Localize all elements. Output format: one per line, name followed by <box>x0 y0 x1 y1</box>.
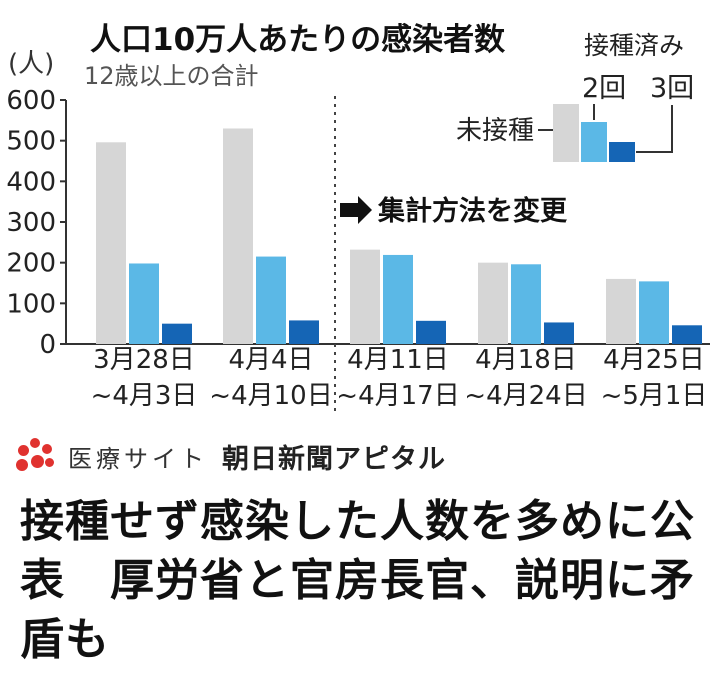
bar-3回-1 <box>289 320 319 344</box>
site-brand[interactable]: 朝日新聞アピタル <box>222 443 446 475</box>
bar-未接種-3 <box>478 262 508 344</box>
legend-title: 接種済み <box>584 31 684 60</box>
method-change-annotation: 集計方法を変更 <box>377 195 568 227</box>
x-category-label: ~4月24日 <box>464 381 587 411</box>
legend-leader-line <box>636 105 673 153</box>
apital-logo-icon <box>16 438 60 474</box>
bar-2回-2 <box>383 254 413 344</box>
bar-2回-0 <box>129 263 159 344</box>
bar-3回-4 <box>672 325 702 344</box>
bar-3回-2 <box>416 320 446 344</box>
y-tick-label: 0 <box>39 330 56 360</box>
y-tick-label: 300 <box>6 208 56 238</box>
x-category-label: ~4月10日 <box>209 381 332 411</box>
bar-3回-3 <box>544 322 574 344</box>
x-category-label: 4月11日 <box>347 345 449 375</box>
x-category-label: 4月25日 <box>603 345 705 375</box>
x-category-label: ~4月17日 <box>336 381 459 411</box>
legend-swatch-未接種 <box>553 104 579 162</box>
arrow-right-icon <box>340 196 372 224</box>
legend-label-2回: 2回 <box>582 73 626 104</box>
bar-chart-svg: 人口10万人あたりの感染者数 12歳以上の合計 (人) 0 100 200 300 400 50… <box>6 22 710 412</box>
legend-label-未接種: 未接種 <box>456 116 534 146</box>
legend-swatch-2回 <box>581 122 607 162</box>
chart-title: 人口10万人あたりの感染者数 <box>90 22 505 58</box>
x-category-label: ~4月3日 <box>91 381 198 411</box>
chart: 人口10万人あたりの感染者数 12歳以上の合計 (人) 0 100 200 300 400 50… <box>6 22 710 412</box>
bar-未接種-1 <box>223 128 253 344</box>
article-headline[interactable]: 接種せず感染した人数を多めに公表 厚労省と官房長官、説明に矛盾も <box>20 496 695 665</box>
y-axis-unit-label: (人) <box>8 49 54 79</box>
bar-未接種-0 <box>96 142 126 344</box>
x-category-label: 3月28日 <box>93 345 195 375</box>
y-tick-label: 600 <box>6 86 56 116</box>
x-category-label: ~5月1日 <box>601 381 708 411</box>
y-tick-label: 400 <box>6 167 56 197</box>
x-category-label: 4月4日 <box>228 345 313 375</box>
bar-2回-3 <box>511 264 541 344</box>
bar-未接種-4 <box>606 278 636 344</box>
x-category-label: 4月18日 <box>475 345 577 375</box>
y-tick-label: 200 <box>6 249 56 279</box>
y-tick-label: 100 <box>6 289 56 319</box>
bar-3回-0 <box>162 323 192 344</box>
bar-2回-1 <box>256 256 286 344</box>
y-tick-label: 500 <box>6 127 56 157</box>
chart-subtitle: 12歳以上の合計 <box>84 62 259 90</box>
bar-未接種-2 <box>350 249 380 344</box>
legend-swatch-3回 <box>609 142 635 162</box>
site-header: 医療サイト 朝日新聞アピタル <box>16 434 706 478</box>
bar-2回-4 <box>639 281 669 344</box>
site-label: 医療サイト <box>68 444 208 473</box>
legend-label-3回: 3回 <box>650 73 694 104</box>
